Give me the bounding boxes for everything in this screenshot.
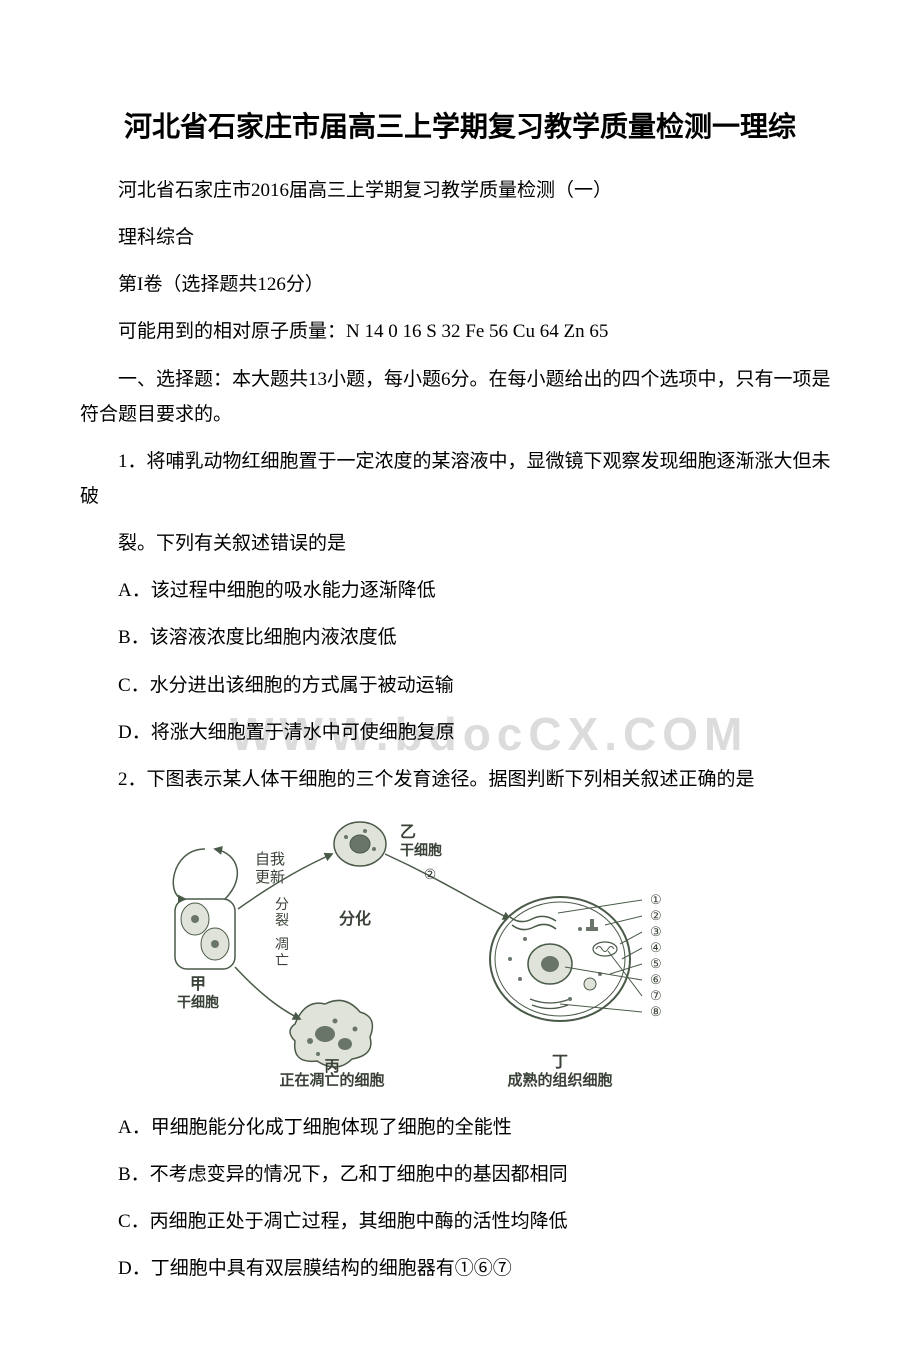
svg-text:乙: 乙 — [400, 824, 416, 841]
svg-text:凋: 凋 — [275, 938, 289, 953]
header-line-4: 可能用到的相对原子质量：N 14 0 16 S 32 Fe 56 Cu 64 Z… — [80, 314, 840, 349]
header-line-3: 第I卷（选择题共126分） — [80, 267, 840, 302]
svg-text:干细胞: 干细胞 — [400, 842, 442, 859]
header-line-2: 理科综合 — [80, 220, 840, 255]
svg-text:丁: 丁 — [552, 1054, 568, 1071]
q2-option-a: A．甲细胞能分化成丁细胞体现了细胞的全能性 — [80, 1110, 840, 1145]
q2-figure: 甲干细胞自我更新分裂凋亡乙干细胞分化②丙①②③④⑤⑥⑦⑧丁正在凋亡的细胞成熟的组… — [160, 809, 840, 1094]
q1-stem-1: 1．将哺乳动物红细胞置于一定浓度的某溶液中，显微镜下观察发现细胞逐渐涨大但未破 — [80, 444, 840, 514]
page-title: 河北省石家庄市届高三上学期复习教学质量检测一理综 — [80, 105, 840, 145]
svg-text:正在凋亡的细胞: 正在凋亡的细胞 — [279, 1071, 384, 1089]
q1-option-a: A．该过程中细胞的吸水能力逐渐降低 — [80, 573, 840, 608]
svg-text:④: ④ — [650, 940, 662, 955]
svg-text:分: 分 — [275, 897, 289, 913]
q1-option-d: D．将涨大细胞置于清水中可使细胞复原 — [80, 715, 840, 750]
q2-option-b: B．不考虑变异的情况下，乙和丁细胞中的基因都相同 — [80, 1157, 840, 1192]
q2-option-c: C．丙细胞正处于凋亡过程，其细胞中酶的活性均降低 — [80, 1204, 840, 1239]
svg-text:⑥: ⑥ — [650, 972, 662, 987]
svg-text:自我: 自我 — [255, 851, 285, 868]
svg-text:裂: 裂 — [275, 913, 289, 929]
svg-text:⑧: ⑧ — [650, 1004, 662, 1019]
svg-text:②: ② — [650, 908, 662, 923]
svg-text:干细胞: 干细胞 — [177, 994, 219, 1011]
svg-text:⑦: ⑦ — [650, 988, 662, 1003]
q1-option-c: C．水分进出该细胞的方式属于被动运输 — [80, 668, 840, 703]
svg-text:亡: 亡 — [275, 953, 289, 969]
svg-text:②: ② — [424, 868, 437, 883]
svg-text:成熟的组织细胞: 成熟的组织细胞 — [507, 1071, 612, 1089]
svg-text:①: ① — [650, 892, 662, 907]
cell-diagram-svg: 甲干细胞自我更新分裂凋亡乙干细胞分化②丙①②③④⑤⑥⑦⑧丁正在凋亡的细胞成熟的组… — [160, 809, 680, 1089]
svg-text:⑤: ⑤ — [650, 956, 662, 971]
svg-text:更新: 更新 — [255, 869, 285, 886]
q2-option-d: D．丁细胞中具有双层膜结构的细胞器有①⑥⑦ — [80, 1251, 840, 1286]
q1-stem-2: 裂。下列有关叙述错误的是 — [80, 526, 840, 561]
header-line-5: 一、选择题：本大题共13小题，每小题6分。在每小题给出的四个选项中，只有一项是符… — [80, 362, 840, 432]
q1-option-b: B．该溶液浓度比细胞内液浓度低 — [80, 620, 840, 655]
svg-text:甲: 甲 — [190, 975, 206, 993]
q2-stem: 2．下图表示某人体干细胞的三个发育途径。据图判断下列相关叙述正确的是 — [80, 762, 840, 797]
header-line-1: 河北省石家庄市2016届高三上学期复习教学质量检测（一） — [80, 173, 840, 208]
svg-text:分化: 分化 — [339, 909, 371, 928]
svg-text:③: ③ — [650, 924, 662, 939]
